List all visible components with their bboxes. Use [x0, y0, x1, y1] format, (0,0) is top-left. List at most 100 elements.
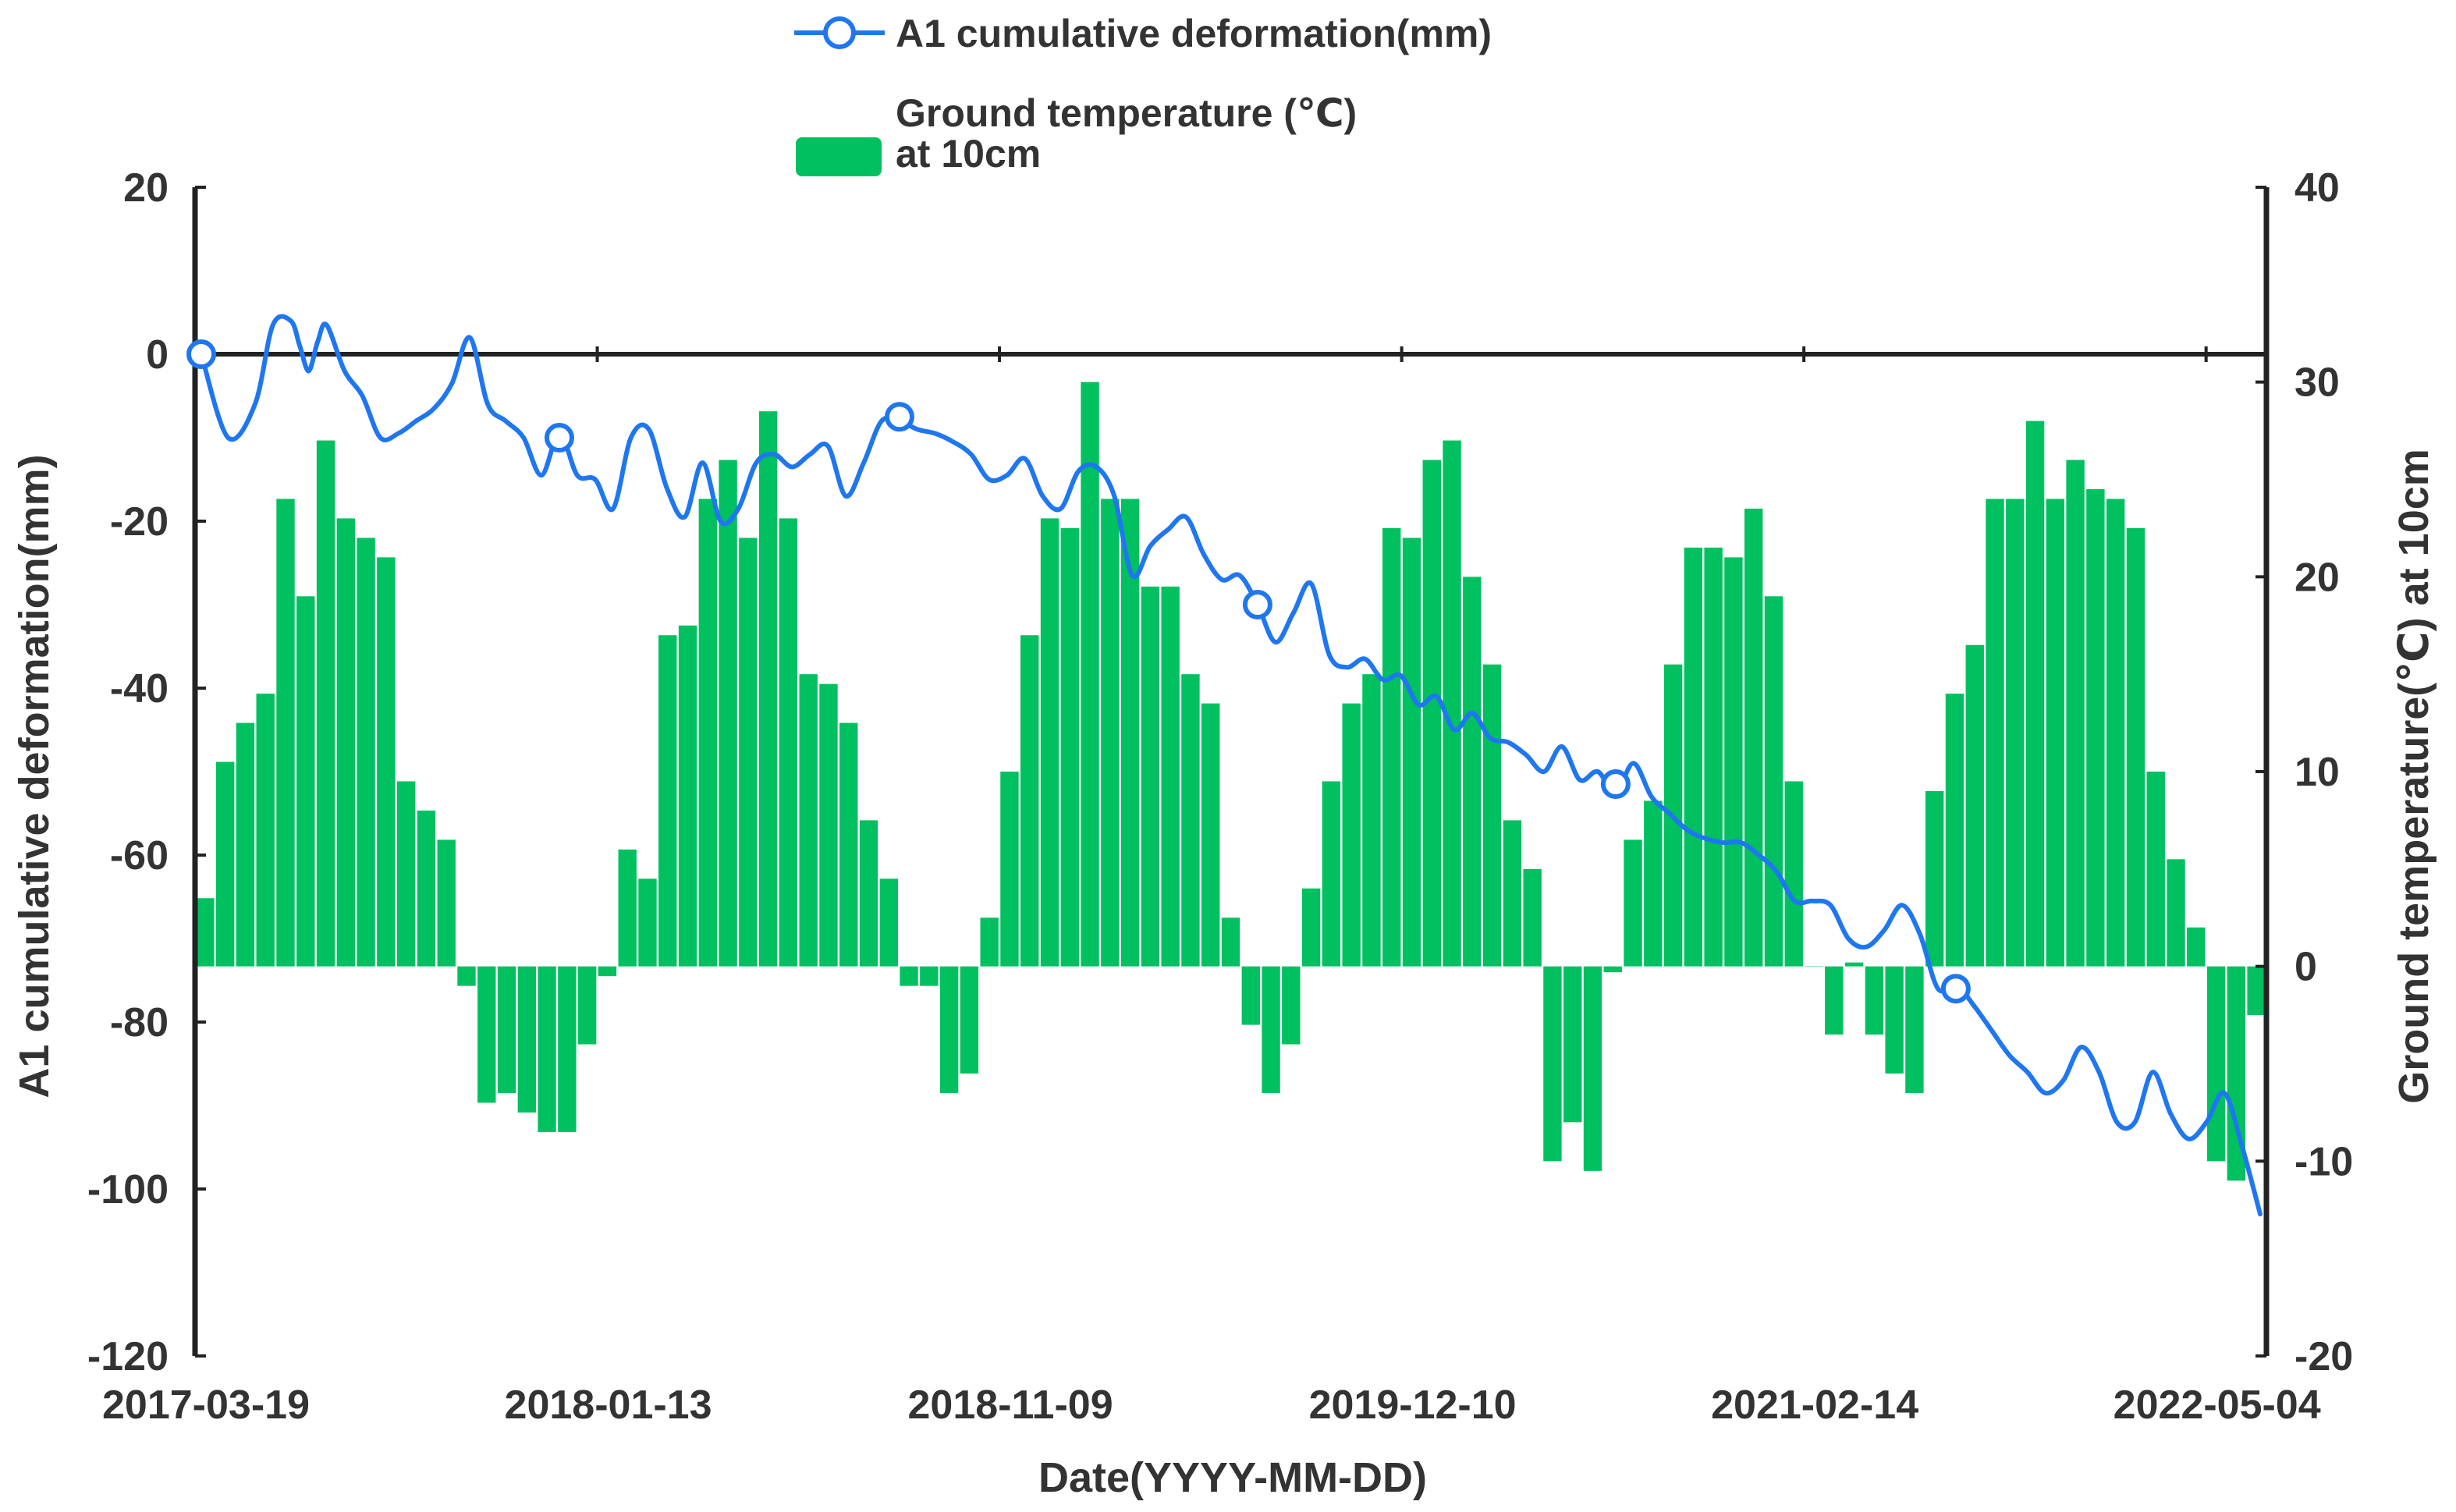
y-right-tick-label: 10 [2295, 750, 2340, 795]
y-left-tick-label: -120 [87, 1334, 169, 1379]
temperature-bar [2227, 966, 2246, 1181]
temperature-bar [437, 839, 456, 967]
temperature-bar [1020, 635, 1039, 967]
temperature-bar [1000, 772, 1019, 967]
temperature-bar [779, 518, 798, 967]
temperature-bar [2146, 772, 2165, 967]
temperature-bar [1040, 518, 1059, 967]
temperature-bar [2086, 488, 2105, 967]
y-left-tick-label: 20 [123, 165, 169, 211]
temperature-bar [497, 966, 516, 1093]
temperature-bar [477, 966, 496, 1103]
temperature-bar [1684, 547, 1703, 967]
deformation-marker [884, 402, 914, 432]
tick-labels: 200-20-40-60-80-100-120403020100-10-2020… [87, 165, 2353, 1428]
deformation-marker [1940, 974, 1971, 1004]
temperature-bar [1503, 820, 1522, 967]
temperature-bar [1583, 966, 1602, 1171]
temperature-bar [457, 966, 476, 986]
temperature-bar [417, 810, 436, 967]
temperature-bar [1603, 966, 1622, 973]
temperature-bar [1563, 966, 1582, 1123]
temperature-bar [1825, 966, 1844, 1035]
temperature-bar [1624, 839, 1642, 967]
temperature-bar [1724, 557, 1743, 967]
temperature-bar [1322, 781, 1341, 967]
temperature-bar [1784, 781, 1803, 967]
x-tick-label: 2019-12-10 [1309, 1382, 1517, 1428]
deformation-marker [186, 339, 216, 369]
deformation-line-layer [186, 314, 2263, 1217]
temperature-bar [1986, 499, 2004, 967]
legend-bar-swatch [796, 137, 882, 176]
temperature-bar [1744, 508, 1763, 967]
temperature-bar [1402, 538, 1421, 967]
temperature-bar [377, 557, 396, 967]
temperature-bar [1925, 790, 1944, 967]
temperature-bar [2066, 460, 2085, 967]
y-left-tick-label: -60 [110, 833, 169, 878]
temperature-bar [1844, 962, 1864, 967]
temperature-bar [215, 761, 235, 967]
y-left-tick-label: -80 [110, 1000, 169, 1045]
temperature-bar [2167, 859, 2185, 967]
temperature-bar [960, 966, 979, 1074]
y-left-tick-label: -20 [110, 499, 169, 545]
deformation-line [199, 314, 2263, 1217]
temperature-bar [1885, 966, 1904, 1074]
temperature-bar [819, 683, 838, 967]
y-left-tick-label: -100 [87, 1167, 169, 1212]
temperature-bar [939, 966, 959, 1093]
x-axis-title: Date(YYYY-MM-DD) [1038, 1454, 1427, 1501]
temperature-bar [719, 460, 737, 967]
temperature-bar [598, 966, 617, 977]
temperature-bar [316, 440, 335, 967]
temperature-bar [1965, 644, 1984, 967]
temperature-bar [236, 722, 255, 967]
x-tick-label: 2017-03-19 [102, 1382, 310, 1428]
y-left-tick-label: -40 [110, 666, 169, 712]
y-right-tick-label: -10 [2295, 1139, 2353, 1184]
temperature-bar [538, 966, 556, 1132]
temperature-bar [296, 596, 315, 967]
temperature-bar [1342, 703, 1361, 967]
temperature-bar [1523, 868, 1542, 967]
legend-bar-label-line1: Ground temperature (℃) [896, 91, 1357, 135]
temperature-bar [1865, 966, 1884, 1035]
legend-line-marker-icon [823, 16, 856, 49]
x-tick-label: 2018-01-13 [505, 1382, 712, 1428]
temperature-bar [1362, 674, 1381, 967]
temperature-bar [2206, 966, 2226, 1162]
temperature-bar [1422, 460, 1441, 967]
deformation-marker [1600, 769, 1631, 800]
y-right-tick-label: 40 [2295, 165, 2340, 211]
temperature-bar [1644, 800, 1663, 967]
temperature-bar [1543, 966, 1562, 1162]
deformation-marker [1242, 590, 1272, 619]
legend-bar-label-line2: at 10cm [896, 132, 1041, 176]
y-right-tick-label: -20 [2295, 1334, 2353, 1379]
temperature-bar [196, 898, 215, 967]
temperature-bar [1101, 499, 1120, 967]
temperature-bar [2247, 966, 2266, 1016]
temperature-bar [2046, 499, 2065, 967]
temperature-bars [196, 382, 2266, 1181]
temperature-bar [2025, 421, 2045, 967]
temperature-bar [618, 849, 637, 967]
temperature-bar [658, 635, 677, 967]
temperature-bar [1905, 966, 1924, 1093]
temperature-bar [276, 499, 295, 967]
temperature-bar [2006, 499, 2025, 967]
temperature-bar [577, 966, 597, 1045]
temperature-bar [517, 966, 537, 1113]
temperature-bar [1463, 577, 1482, 967]
temperature-bar [900, 966, 918, 986]
y-right-tick-label: 20 [2295, 555, 2340, 600]
temperature-bar [739, 538, 758, 967]
temperature-bar [839, 722, 858, 967]
x-tick-label: 2022-05-04 [2114, 1382, 2321, 1428]
temperature-bar [1060, 527, 1079, 967]
legend-line-label: A1 cumulative deformation(mm) [896, 12, 1492, 55]
